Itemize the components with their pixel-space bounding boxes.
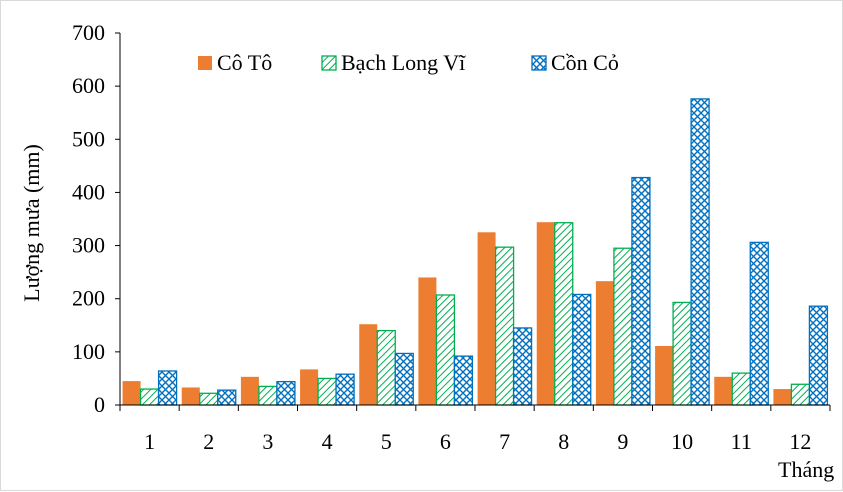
bar-1-month-10 bbox=[655, 346, 674, 405]
y-tick-label: 500 bbox=[72, 126, 105, 151]
bar-1-month-12 bbox=[773, 389, 792, 405]
y-tick-label: 100 bbox=[72, 339, 105, 364]
y-tick-label: 0 bbox=[94, 392, 105, 417]
bar-1-month-3 bbox=[240, 376, 259, 405]
bar-1-month-5 bbox=[359, 324, 378, 405]
bar-3-month-1 bbox=[157, 370, 178, 406]
bar-2-month-9 bbox=[613, 247, 633, 406]
x-tick-label: 4 bbox=[322, 429, 333, 454]
bar-2-month-10 bbox=[672, 301, 692, 406]
bar-1-month-7 bbox=[477, 232, 496, 405]
x-axis-ticks: 1 2 3 4 5 6 7 8 9 10 11 12 bbox=[144, 429, 811, 454]
y-tick-label: 600 bbox=[72, 73, 105, 98]
x-tick-label: 5 bbox=[381, 429, 392, 454]
bar-2-month-8 bbox=[554, 222, 574, 406]
x-tick-label: 2 bbox=[203, 429, 214, 454]
x-axis-title: Tháng bbox=[778, 457, 834, 482]
bar-1-month-11 bbox=[714, 376, 733, 405]
bar-1-month-6 bbox=[418, 277, 437, 405]
bar-3-month-4 bbox=[335, 373, 355, 406]
y-axis-title: Lượng mưa (mm) bbox=[19, 144, 44, 302]
bar-3-month-8 bbox=[572, 293, 592, 406]
legend-label-1: Cô Tô bbox=[217, 50, 272, 75]
legend-label-2: Bạch Long Vĩ bbox=[341, 50, 466, 75]
y-tick-label: 400 bbox=[72, 179, 105, 204]
bar-1-month-1 bbox=[122, 381, 141, 405]
x-tick-label: 11 bbox=[731, 429, 752, 454]
bar-3-month-2 bbox=[217, 389, 237, 406]
legend-swatch-3 bbox=[531, 55, 547, 71]
bar-3-month-12 bbox=[808, 305, 829, 406]
x-tick-label: 6 bbox=[440, 429, 451, 454]
bar-3-month-6 bbox=[453, 355, 474, 406]
bar-3-month-10 bbox=[690, 98, 710, 406]
x-tick-label: 3 bbox=[262, 429, 273, 454]
x-tick-label: 7 bbox=[499, 429, 510, 454]
legend-swatch-2 bbox=[321, 55, 337, 71]
x-tick-label: 12 bbox=[789, 429, 811, 454]
bar-2-month-12 bbox=[790, 383, 811, 406]
x-tick-label: 9 bbox=[617, 429, 628, 454]
axes-group bbox=[115, 32, 831, 411]
legend-swatch-1 bbox=[198, 56, 212, 70]
bar-2-month-6 bbox=[435, 294, 456, 406]
bars-group bbox=[122, 98, 829, 406]
y-tick-label: 300 bbox=[72, 233, 105, 258]
legend: Cô Tô Bạch Long Vĩ Cồn Cỏ bbox=[198, 50, 619, 75]
x-tick-label: 1 bbox=[144, 429, 155, 454]
bar-3-month-7 bbox=[512, 327, 533, 406]
bar-2-month-2 bbox=[199, 392, 219, 406]
legend-label-3: Cồn Cỏ bbox=[551, 50, 619, 75]
bar-2-month-7 bbox=[494, 246, 515, 406]
x-tick-label: 8 bbox=[558, 429, 569, 454]
bar-2-month-5 bbox=[376, 329, 396, 406]
bar-1-month-2 bbox=[181, 387, 200, 405]
bar-3-month-3 bbox=[276, 380, 296, 406]
bar-2-month-4 bbox=[317, 377, 337, 406]
bar-3-month-5 bbox=[394, 352, 414, 406]
bar-2-month-1 bbox=[139, 388, 160, 406]
bar-2-month-11 bbox=[731, 372, 751, 406]
y-axis-ticks: 0 100 200 300 400 500 600 700 bbox=[72, 20, 105, 417]
x-tick-label: 10 bbox=[671, 429, 693, 454]
bar-1-month-8 bbox=[536, 222, 555, 405]
bar-1-month-4 bbox=[300, 369, 319, 405]
bar-3-month-11 bbox=[749, 241, 769, 406]
bar-2-month-3 bbox=[258, 385, 278, 406]
bar-1-month-9 bbox=[595, 281, 614, 405]
y-tick-label: 700 bbox=[72, 20, 105, 45]
y-tick-label: 200 bbox=[72, 286, 105, 311]
bar-3-month-9 bbox=[631, 176, 651, 406]
